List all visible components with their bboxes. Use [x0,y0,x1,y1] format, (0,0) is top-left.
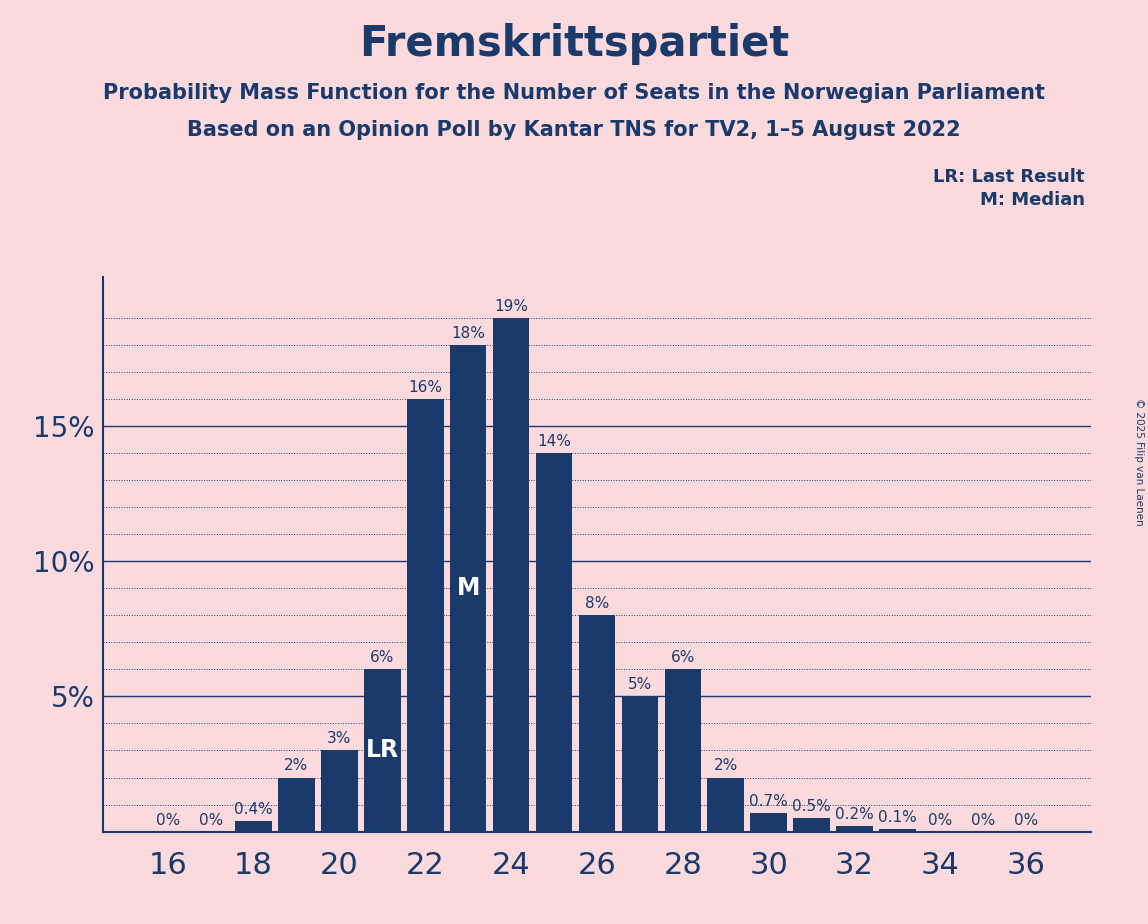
Bar [707,777,744,832]
Text: 2%: 2% [714,759,738,773]
Text: 19%: 19% [494,298,528,314]
Text: 2%: 2% [285,759,309,773]
Text: 0.1%: 0.1% [878,809,917,825]
Text: 14%: 14% [537,434,571,449]
Text: M: Median: M: Median [980,191,1085,209]
Text: 0%: 0% [199,812,223,828]
Text: 0.4%: 0.4% [234,802,273,817]
Bar [278,777,315,832]
Text: Probability Mass Function for the Number of Seats in the Norwegian Parliament: Probability Mass Function for the Number… [103,83,1045,103]
Text: 5%: 5% [628,677,652,692]
Text: 0.7%: 0.7% [750,794,788,808]
Bar [536,453,572,832]
Text: 8%: 8% [584,596,610,611]
Text: Based on an Opinion Poll by Kantar TNS for TV2, 1–5 August 2022: Based on an Opinion Poll by Kantar TNS f… [187,120,961,140]
Text: 18%: 18% [451,326,486,341]
Bar [665,669,701,832]
Text: 3%: 3% [327,732,351,747]
Text: Fremskrittspartiet: Fremskrittspartiet [359,23,789,65]
Text: 6%: 6% [670,650,695,665]
Text: 0%: 0% [971,812,995,828]
Text: 0%: 0% [1014,812,1038,828]
Bar [879,829,916,832]
Bar [836,826,872,832]
Text: M: M [457,577,480,601]
Text: LR: Last Result: LR: Last Result [933,168,1085,186]
Bar [235,821,272,832]
Bar [364,669,401,832]
Text: © 2025 Filip van Laenen: © 2025 Filip van Laenen [1134,398,1143,526]
Bar [321,750,358,832]
Text: 16%: 16% [409,380,442,395]
Bar [579,615,615,832]
Bar [408,399,443,832]
Bar [621,697,658,832]
Text: 0%: 0% [929,812,953,828]
Text: 0.5%: 0.5% [792,799,831,814]
Text: 0.2%: 0.2% [835,808,874,822]
Bar [793,818,830,832]
Bar [492,318,529,832]
Text: 0%: 0% [156,812,180,828]
Text: LR: LR [366,738,398,762]
Text: 6%: 6% [370,650,395,665]
Bar [450,345,487,832]
Bar [751,813,786,832]
